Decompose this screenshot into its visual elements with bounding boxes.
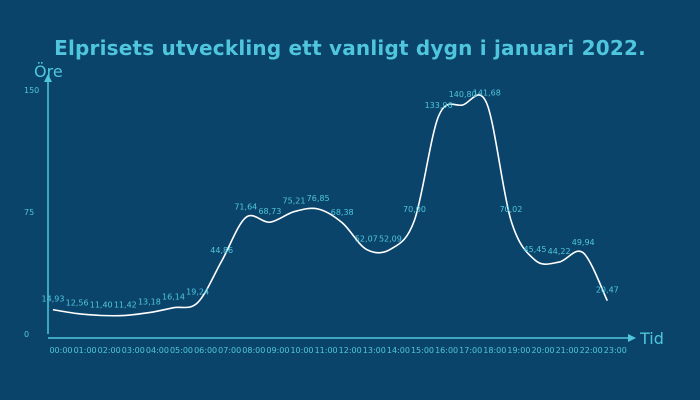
x-tick-label: 21:00 (556, 346, 579, 355)
x-tick-label: 15:00 (411, 346, 434, 355)
x-tick-labels: 00:00 01:00 02:00 03:00 04:00 05:00 06:00 07:00… (49, 346, 626, 355)
x-tick-label: 20:00 (531, 346, 554, 355)
x-tick-label: 02:00 (98, 346, 121, 355)
x-axis-arrow (628, 334, 636, 342)
data-label: 11,40 (90, 300, 113, 309)
data-label: 11,42 (114, 300, 137, 309)
x-tick-label: 18:00 (483, 346, 506, 355)
x-tick-label: 03:00 (122, 346, 145, 355)
data-label: 141,68 (473, 89, 501, 98)
x-tick-label: 08:00 (242, 346, 265, 355)
x-tick-label: 10:00 (290, 346, 313, 355)
x-tick-label: 22:00 (580, 346, 603, 355)
data-label: 45,45 (524, 245, 547, 254)
data-label: 68,73 (258, 207, 281, 216)
axes: Öre Tid (34, 62, 664, 348)
y-tick-label: 75 (24, 208, 34, 217)
data-label: 44,86 (210, 246, 233, 255)
data-label: 70,02 (499, 205, 522, 214)
data-label: 49,94 (572, 238, 595, 247)
x-tick-label: 17:00 (459, 346, 482, 355)
x-tick-label: 14:00 (387, 346, 410, 355)
data-label: 76,85 (307, 194, 330, 203)
data-label: 71,64 (234, 202, 257, 211)
x-tick-label: 19:00 (507, 346, 530, 355)
y-axis-title: Öre (34, 62, 63, 81)
x-tick-label: 01:00 (74, 346, 97, 355)
data-label: 16,14 (162, 293, 185, 302)
x-axis-title: Tid (639, 329, 664, 348)
data-label: 70,00 (403, 205, 426, 214)
data-label: 140,80 (449, 90, 477, 99)
x-tick-label: 04:00 (146, 346, 169, 355)
data-label: 68,38 (331, 208, 354, 217)
data-label: 19,24 (186, 288, 209, 297)
y-tick-label: 0 (24, 330, 29, 339)
data-label: 12,56 (66, 299, 89, 308)
data-label: 13,18 (138, 298, 161, 307)
x-tick-label: 16:00 (435, 346, 458, 355)
x-tick-label: 13:00 (363, 346, 386, 355)
x-tick-label: 00:00 (49, 346, 72, 355)
x-tick-label: 11:00 (315, 346, 338, 355)
y-axis-arrow (44, 74, 52, 82)
y-tick-label: 150 (24, 86, 39, 95)
data-label: 75,21 (283, 197, 306, 206)
data-label: 52,07 (355, 234, 378, 243)
x-tick-label: 23:00 (604, 346, 627, 355)
chart-title: Elprisets utveckling ett vanligt dygn i … (54, 36, 646, 60)
price-series-line (52, 94, 609, 317)
x-tick-label: 06:00 (194, 346, 217, 355)
data-label: 20,47 (596, 286, 619, 295)
data-label: 44,22 (548, 247, 571, 256)
x-tick-label: 12:00 (339, 346, 362, 355)
data-label: 133,96 (425, 101, 453, 110)
x-tick-label: 07:00 (218, 346, 241, 355)
x-tick-label: 09:00 (266, 346, 289, 355)
data-label: 52,09 (379, 234, 402, 243)
x-tick-label: 05:00 (170, 346, 193, 355)
y-tick-labels: 0 75 150 (24, 86, 39, 339)
data-label: 14,93 (42, 295, 65, 304)
